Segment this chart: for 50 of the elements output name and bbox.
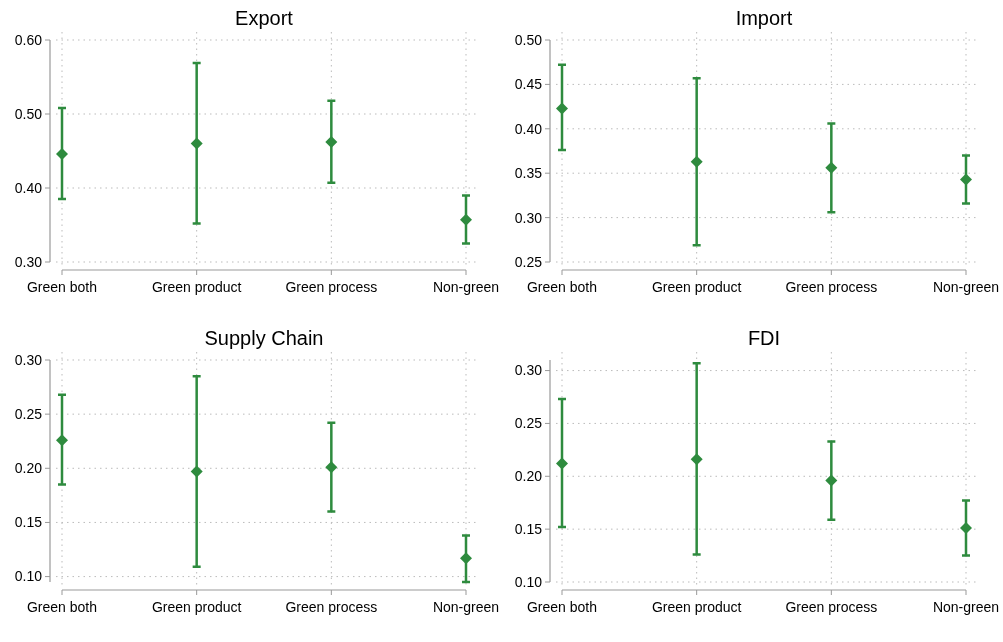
point [825, 161, 838, 174]
y-tick-label: 0.25 [514, 253, 543, 270]
chart-title: FDI [747, 327, 781, 349]
y-tick-label: 0.25 [14, 406, 43, 423]
point [556, 457, 568, 470]
y-tick-label: 0.30 [514, 362, 543, 379]
y-tick-label: 0.25 [514, 415, 543, 432]
y-tick-label: 0.30 [14, 351, 43, 368]
point [690, 453, 703, 466]
point [690, 155, 703, 168]
y-tick-label: 0.50 [14, 105, 43, 122]
y-tick-label: 0.45 [514, 76, 543, 93]
x-tick-label: Green product [651, 599, 742, 615]
y-tick-label: 0.15 [14, 514, 43, 531]
y-tick-label: 0.30 [14, 253, 43, 270]
point [190, 137, 203, 150]
x-tick-label: Green process [285, 599, 378, 615]
x-tick-label: Non-green [932, 279, 1000, 295]
y-tick-label: 0.60 [14, 31, 43, 48]
y-tick-label: 0.20 [14, 460, 43, 477]
point [325, 461, 338, 474]
y-tick-label: 0.35 [514, 165, 543, 182]
x-tick-label: Non-green [432, 599, 500, 615]
x-tick-label: Green both [526, 599, 598, 615]
y-tick-label: 0.20 [514, 468, 543, 485]
point [825, 474, 838, 487]
x-tick-label: Green product [151, 599, 242, 615]
point [190, 465, 203, 478]
x-tick-label: Green product [651, 279, 742, 295]
x-tick-label: Green process [785, 279, 878, 295]
point [556, 102, 568, 115]
y-tick-label: 0.10 [14, 568, 43, 585]
x-tick-label: Green product [151, 279, 242, 295]
y-tick-label: 0.40 [14, 179, 43, 196]
x-tick-label: Green both [526, 279, 598, 295]
x-tick-label: Green both [26, 599, 98, 615]
x-tick-label: Green process [785, 599, 878, 615]
x-tick-label: Green both [26, 279, 98, 295]
y-tick-label: 0.15 [514, 521, 543, 538]
point [960, 173, 972, 186]
chart-title: Import [735, 7, 793, 29]
chart-title: Supply Chain [204, 327, 324, 349]
y-tick-label: 0.30 [514, 209, 543, 226]
y-tick-label: 0.40 [514, 120, 543, 137]
y-tick-label: 0.10 [514, 573, 543, 590]
x-tick-label: Non-green [432, 279, 500, 295]
x-tick-label: Non-green [932, 599, 1000, 615]
y-tick-label: 0.50 [514, 31, 543, 48]
x-tick-label: Green process [285, 279, 378, 295]
chart-title: Export [235, 7, 294, 29]
